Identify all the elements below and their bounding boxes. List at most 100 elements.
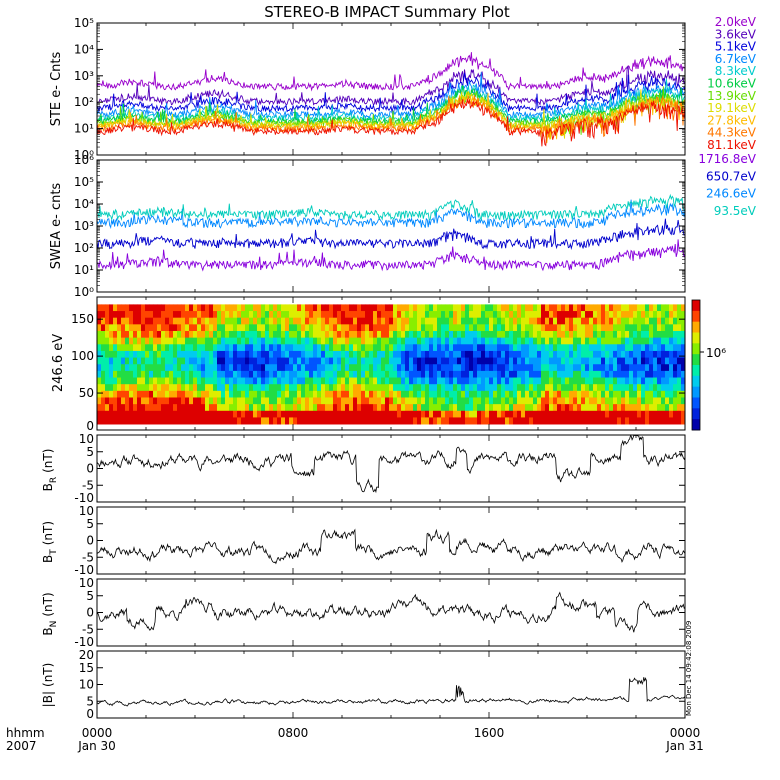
heatmap-cell bbox=[629, 311, 634, 319]
heatmap-cell bbox=[245, 410, 250, 418]
heatmap-cell bbox=[529, 410, 534, 418]
heatmap-cell bbox=[445, 370, 450, 378]
heatmap-cell bbox=[325, 377, 330, 385]
heatmap-cell bbox=[621, 377, 626, 385]
heatmap-cell bbox=[565, 344, 570, 352]
heatmap-cell bbox=[249, 344, 254, 352]
heatmap-cell bbox=[509, 357, 514, 365]
heatmap-cell bbox=[249, 364, 254, 372]
heatmap-cell bbox=[281, 317, 286, 325]
heatmap-cell bbox=[553, 364, 558, 372]
heatmap-cell bbox=[505, 390, 510, 398]
heatmap-cell bbox=[333, 390, 338, 398]
heatmap-cell bbox=[169, 404, 174, 412]
heatmap-cell bbox=[485, 330, 490, 339]
colorbar-swatch bbox=[692, 336, 700, 340]
heatmap-cell bbox=[469, 404, 474, 412]
heatmap-cell bbox=[409, 311, 414, 319]
heatmap-cell bbox=[141, 350, 146, 358]
heatmap-cell bbox=[385, 364, 390, 372]
series-line-2.0keV bbox=[96, 52, 686, 92]
heatmap-cell bbox=[193, 324, 198, 332]
heatmap-cell bbox=[253, 397, 258, 405]
heatmap-cell bbox=[265, 311, 270, 319]
heatmap-cell bbox=[293, 390, 298, 398]
heatmap-cell bbox=[629, 410, 634, 418]
heatmap-cell bbox=[589, 357, 594, 365]
heatmap-cell bbox=[225, 377, 230, 385]
heatmap-cell bbox=[237, 377, 242, 385]
heatmap-cell bbox=[125, 350, 130, 358]
heatmap-cell bbox=[641, 417, 646, 425]
heatmap-cell bbox=[309, 344, 314, 352]
series-line-3.6keV bbox=[96, 66, 686, 107]
heatmap-cell bbox=[409, 397, 414, 405]
heatmap-cell bbox=[457, 357, 462, 365]
heatmap-cell bbox=[625, 364, 630, 372]
heatmap-cell bbox=[617, 410, 622, 418]
heatmap-cell bbox=[641, 350, 646, 358]
swea-y-label: SWEA e- cnts bbox=[49, 183, 64, 270]
heatmap-cell bbox=[529, 357, 534, 365]
heatmap-cell bbox=[497, 357, 502, 365]
heatmap-cell bbox=[289, 404, 294, 412]
heatmap-cell bbox=[369, 304, 374, 312]
heatmap-cell bbox=[337, 404, 342, 412]
heatmap-cell bbox=[269, 390, 274, 398]
heatmap-cell bbox=[485, 350, 490, 358]
heatmap-cell bbox=[105, 344, 110, 352]
heatmap-cell bbox=[489, 417, 494, 425]
heatmap-cell bbox=[461, 344, 466, 352]
heatmap-cell bbox=[545, 370, 550, 378]
heatmap-cell bbox=[125, 330, 130, 339]
heatmap-cell bbox=[185, 311, 190, 319]
heatmap-cell bbox=[117, 377, 122, 385]
heatmap-cell bbox=[425, 384, 430, 392]
heatmap-cell bbox=[493, 410, 498, 418]
heatmap-cell bbox=[617, 311, 622, 319]
heatmap-cell bbox=[469, 337, 474, 345]
heatmap-cell bbox=[301, 417, 306, 425]
heatmap-cell bbox=[193, 330, 198, 339]
heatmap-cell bbox=[349, 390, 354, 398]
heatmap-cell bbox=[173, 344, 178, 352]
x-tick-label: 0000 bbox=[670, 726, 701, 740]
heatmap-cell bbox=[201, 357, 206, 365]
heatmap-cell bbox=[633, 337, 638, 345]
heatmap-cell bbox=[441, 384, 446, 392]
heatmap-cell bbox=[201, 344, 206, 352]
heatmap-cell bbox=[445, 317, 450, 325]
heatmap-cell bbox=[621, 317, 626, 325]
heatmap-cell bbox=[177, 330, 182, 339]
heatmap-cell bbox=[145, 410, 150, 418]
ste-frame bbox=[96, 22, 686, 156]
heatmap-cell bbox=[237, 390, 242, 398]
heatmap-cell bbox=[657, 324, 662, 332]
pitch-angle-spectrogram bbox=[97, 304, 686, 425]
heatmap-cell bbox=[477, 390, 482, 398]
heatmap-cell bbox=[273, 344, 278, 352]
heatmap-cell bbox=[297, 410, 302, 418]
heatmap-cell bbox=[609, 304, 614, 312]
heatmap-cell bbox=[341, 304, 346, 312]
heatmap-cell bbox=[233, 410, 238, 418]
heatmap-cell bbox=[533, 304, 538, 312]
heatmap-cell bbox=[161, 417, 166, 425]
heatmap-cell bbox=[609, 390, 614, 398]
heatmap-cell bbox=[617, 370, 622, 378]
heatmap-cell bbox=[137, 404, 142, 412]
heatmap-cell bbox=[657, 370, 662, 378]
heatmap-cell bbox=[313, 330, 318, 339]
heatmap-cell bbox=[177, 370, 182, 378]
heatmap-cell bbox=[505, 324, 510, 332]
heatmap-cell bbox=[581, 417, 586, 425]
heatmap-cell bbox=[373, 370, 378, 378]
heatmap-cell bbox=[541, 344, 546, 352]
heatmap-cell bbox=[165, 377, 170, 385]
heatmap-cell bbox=[645, 324, 650, 332]
heatmap-cell bbox=[625, 404, 630, 412]
heatmap-cell bbox=[633, 404, 638, 412]
heatmap-cell bbox=[585, 384, 590, 392]
heatmap-cell bbox=[637, 417, 642, 425]
heatmap-cell bbox=[337, 350, 342, 358]
